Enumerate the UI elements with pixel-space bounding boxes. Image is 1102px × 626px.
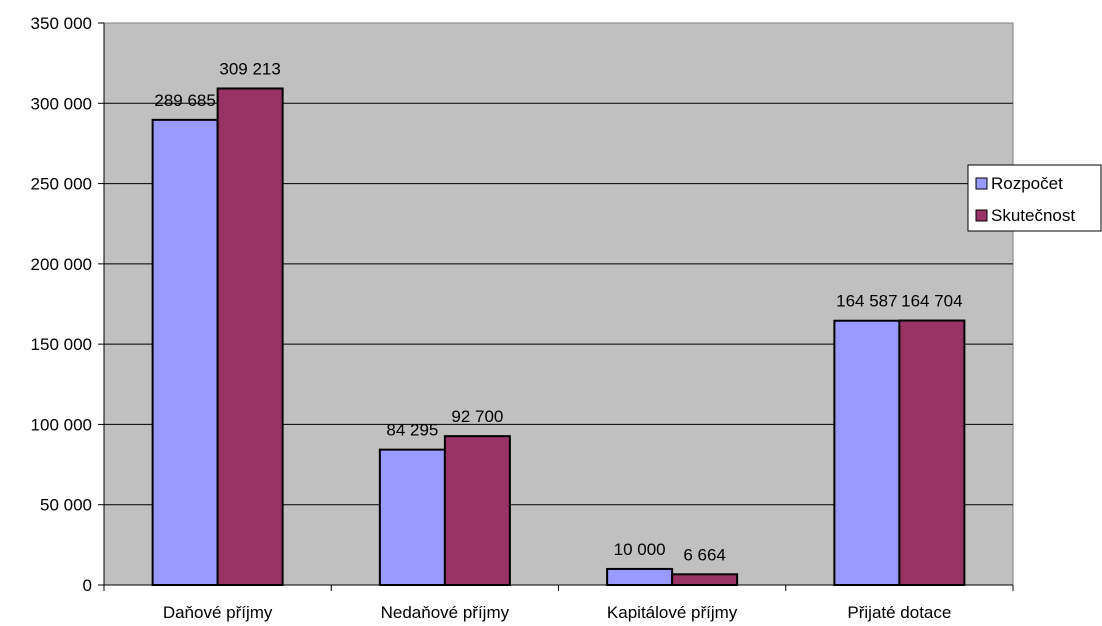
bar-skutečnost <box>443 435 511 587</box>
legend-label: Skutečnost <box>991 206 1075 225</box>
y-tick-label: 100 000 <box>31 415 92 434</box>
legend-swatch <box>975 177 988 190</box>
y-tick-label: 300 000 <box>31 94 92 113</box>
y-axis: 0 50 000 100 000 150 000 200 000 250 000 300 0… <box>31 14 105 595</box>
legend: Rozpočet Skutečnost <box>967 164 1102 232</box>
y-tick-label: 0 <box>83 576 92 595</box>
data-label: 84 295 <box>386 421 438 440</box>
legend-label: Rozpočet <box>991 174 1063 193</box>
data-label: 10 000 <box>614 540 666 559</box>
x-category-label: Přijaté dotace <box>847 603 951 622</box>
bar-skutečnost <box>671 573 739 586</box>
bar-rozpočet <box>606 567 674 587</box>
x-category-label: Daňové příjmy <box>163 603 273 622</box>
data-label: 289 685 <box>154 91 215 110</box>
bar-skutečnost <box>898 319 966 586</box>
legend-box <box>967 164 1102 232</box>
legend-swatch <box>975 209 988 222</box>
data-label: 92 700 <box>451 407 503 426</box>
bars <box>151 87 966 587</box>
y-tick-label: 200 000 <box>31 255 92 274</box>
data-label: 309 213 <box>219 59 280 78</box>
y-tick-label: 350 000 <box>31 14 92 33</box>
data-label: 164 704 <box>901 292 962 311</box>
data-label: 164 587 <box>836 292 897 311</box>
y-tick-label: 150 000 <box>31 335 92 354</box>
bar-rozpočet <box>151 118 219 586</box>
x-axis: Daňové příjmy Nedaňové příjmy Kapitálové p… <box>103 584 1014 622</box>
x-category-label: Nedaňové příjmy <box>381 603 510 622</box>
x-category-label: Kapitálové příjmy <box>607 603 738 622</box>
bar-skutečnost <box>216 87 284 586</box>
data-label: 6 664 <box>683 545 726 564</box>
y-tick-label: 50 000 <box>40 496 92 515</box>
bar-rozpočet <box>378 448 446 586</box>
y-tick-label: 250 000 <box>31 175 92 194</box>
bar-rozpočet <box>833 319 901 586</box>
